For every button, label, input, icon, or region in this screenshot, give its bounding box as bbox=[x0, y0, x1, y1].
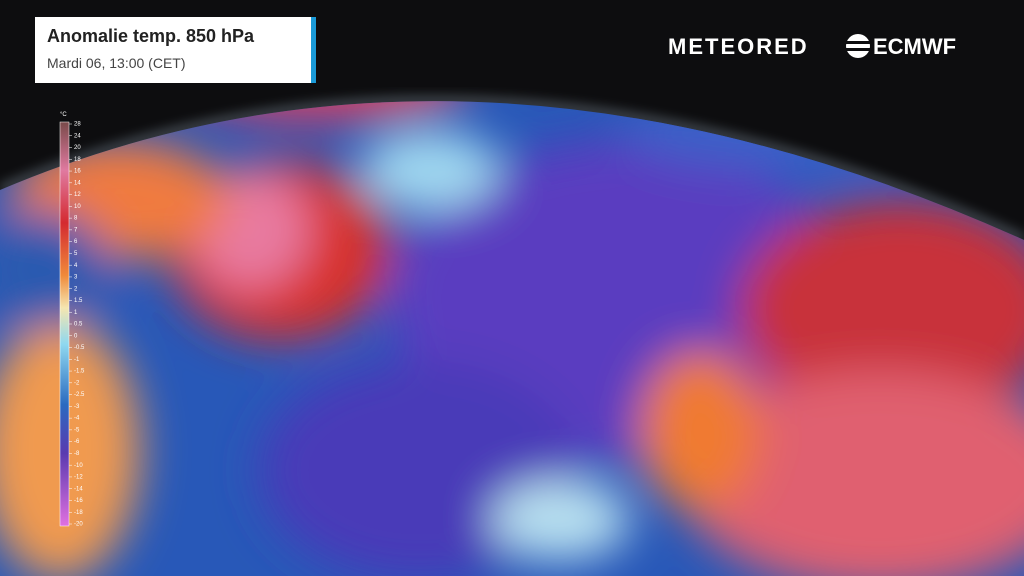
legend-tick-label: -14 bbox=[74, 486, 83, 492]
title-accent bbox=[311, 17, 316, 83]
legend-tick-label: -16 bbox=[74, 498, 83, 504]
map-subtitle: Mardi 06, 13:00 (CET) bbox=[47, 55, 186, 71]
legend-tick-label: 5 bbox=[74, 251, 78, 257]
legend-tick-label: -3 bbox=[74, 404, 80, 410]
legend-tick-label: -18 bbox=[74, 510, 83, 516]
legend-tick-label: -5 bbox=[74, 427, 80, 433]
meteored-logo: METEORED bbox=[668, 34, 809, 59]
legend-tick-label: 18 bbox=[74, 157, 81, 163]
legend-tick-label: -0.5 bbox=[74, 345, 85, 351]
legend-tick-label: 4 bbox=[74, 263, 78, 269]
legend-tick-label: -8 bbox=[74, 451, 80, 457]
legend-tick-label: 24 bbox=[74, 133, 81, 139]
legend-tick-label: -4 bbox=[74, 416, 80, 422]
legend-tick-label: -10 bbox=[74, 463, 83, 469]
legend-tick-label: 20 bbox=[74, 145, 81, 151]
legend-tick-label: 12 bbox=[74, 192, 81, 198]
legend-tick-label: 3 bbox=[74, 275, 78, 281]
ecmwf-icon bbox=[846, 34, 870, 58]
legend-tick-label: -6 bbox=[74, 439, 80, 445]
legend-tick-label: -12 bbox=[74, 475, 83, 481]
map-title: Anomalie temp. 850 hPa bbox=[47, 26, 255, 46]
legend-tick-label: -20 bbox=[74, 522, 83, 528]
legend-unit: °C bbox=[60, 112, 67, 118]
legend-tick-label: 1 bbox=[74, 310, 78, 316]
legend-tick-label: -1 bbox=[74, 357, 80, 363]
legend-tick-label: 8 bbox=[74, 216, 78, 222]
legend-tick-label: 1.5 bbox=[74, 298, 83, 304]
legend-tick-label: 0 bbox=[74, 333, 78, 339]
legend-tick-label: -1.5 bbox=[74, 369, 85, 375]
legend-tick-label: 6 bbox=[74, 239, 78, 245]
legend-tick-label: 16 bbox=[74, 169, 81, 175]
legend-ticks: 28 24 20 18 16 14 12 10 8 7 6 5 4 3 2 1.5 1 0.5 0 -0.5 -1 -1.… bbox=[69, 122, 85, 528]
legend-tick-label: 2 bbox=[74, 286, 78, 292]
ecmwf-logo: ECMWF bbox=[873, 34, 956, 59]
colorbar bbox=[59, 121, 70, 527]
legend-tick-label: 7 bbox=[74, 227, 78, 233]
legend-tick-label: -2 bbox=[74, 380, 80, 386]
legend-tick-label: 14 bbox=[74, 180, 81, 186]
legend-tick-label: 28 bbox=[74, 122, 81, 128]
legend-tick-label: 10 bbox=[74, 204, 81, 210]
legend-tick-label: -2.5 bbox=[74, 392, 85, 398]
legend-tick-label: 0.5 bbox=[74, 322, 83, 328]
title-box bbox=[35, 17, 315, 83]
